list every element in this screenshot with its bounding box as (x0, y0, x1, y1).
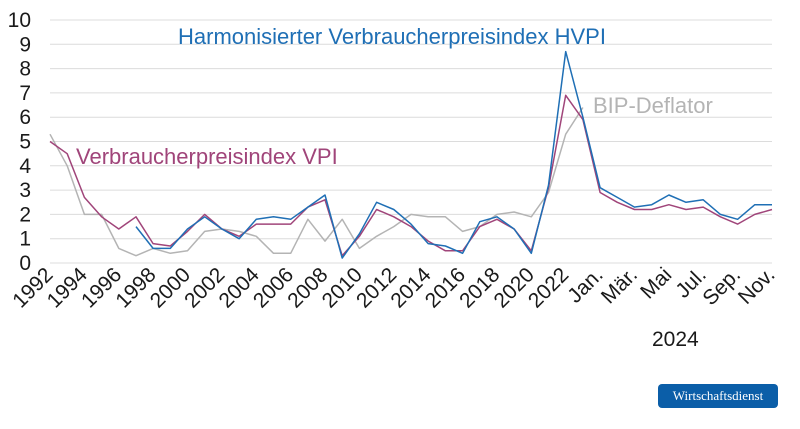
y-tick-label: 9 (19, 33, 31, 56)
source-badge: Wirtschaftsdienst (658, 384, 778, 408)
x-tick-label: Sep. (698, 263, 745, 310)
series-label-vpi: Verbraucherpreisindex VPI (76, 144, 338, 169)
series-label-hvpi: Harmonisierter Verbraucherpreisindex HVP… (178, 24, 606, 49)
y-tick-label: 0 (19, 252, 31, 275)
x-group-label-2024: 2024 (652, 328, 699, 351)
series-lines (49, 50, 773, 259)
y-tick-label: 7 (19, 82, 31, 105)
gridlines (50, 19, 772, 264)
x-tick-label: Nov. (734, 263, 780, 309)
y-tick-label: 4 (19, 155, 31, 178)
x-axis-ticks: 1992199419961998200020022004200620082010… (8, 263, 779, 313)
y-tick-label: 2 (19, 203, 31, 226)
series-line-hvpi (135, 50, 772, 259)
series-line-vpi (49, 94, 773, 257)
series-line-bip-deflator (49, 107, 584, 257)
y-tick-label: 3 (19, 179, 31, 202)
x-tick-label: Jan. (563, 263, 607, 307)
x-tick-label: Mai (636, 263, 676, 303)
y-tick-label: 8 (19, 58, 31, 81)
y-tick-label: 1 (19, 228, 31, 251)
series-label-bip-deflator: BIP-Deflator (593, 93, 713, 118)
x-tick-label: Mär. (597, 263, 642, 308)
y-tick-label: 6 (19, 106, 31, 129)
y-tick-label: 5 (19, 131, 31, 154)
y-tick-label: 10 (8, 9, 31, 32)
